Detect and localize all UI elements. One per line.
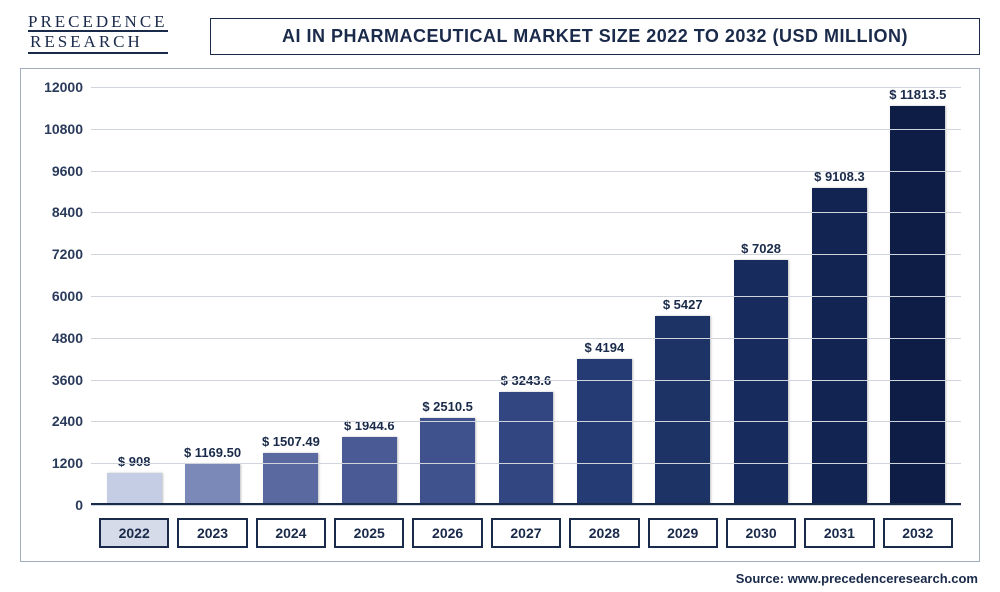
x-tick-label: 2023 <box>177 518 247 548</box>
chart-title: AI IN PHARMACEUTICAL MARKET SIZE 2022 TO… <box>221 26 969 47</box>
bar-value-label: $ 1507.49 <box>262 434 320 449</box>
x-tick-label: 2030 <box>726 518 796 548</box>
x-tick-label: 2027 <box>491 518 561 548</box>
grid-line <box>91 171 961 172</box>
grid-line <box>91 129 961 130</box>
bar-rect <box>812 188 867 505</box>
grid-line <box>91 254 961 255</box>
x-tick-label: 2028 <box>569 518 639 548</box>
x-axis: 2022 2023 2024 2025 2026 2027 2028 2029 2030 2031… <box>91 518 961 548</box>
grid-line <box>91 505 961 506</box>
title-box: AI IN PHARMACEUTICAL MARKET SIZE 2022 TO… <box>210 18 980 55</box>
y-tick-label: 12000 <box>31 79 83 95</box>
bar-value-label: $ 2510.5 <box>422 399 473 414</box>
y-tick-label: 3600 <box>31 372 83 388</box>
bar-rect <box>420 418 475 505</box>
logo: PRECEDENCE RESEARCH <box>28 12 168 54</box>
grid-line <box>91 212 961 213</box>
grid-line <box>91 380 961 381</box>
logo-line1: PRECEDENCE <box>28 12 168 32</box>
grid-line <box>91 87 961 88</box>
bar-rect <box>263 453 318 506</box>
bar-value-label: $ 4194 <box>584 340 624 355</box>
bar-rect <box>185 464 240 505</box>
x-tick-label: 2029 <box>648 518 718 548</box>
y-tick-label: 0 <box>31 497 83 513</box>
y-tick-label: 1200 <box>31 455 83 471</box>
grid-line <box>91 296 961 297</box>
y-tick-label: 6000 <box>31 288 83 304</box>
x-tick-label: 2024 <box>256 518 326 548</box>
y-tick-label: 8400 <box>31 204 83 220</box>
source-label: Source: www.precedenceresearch.com <box>736 571 978 586</box>
bar-rect <box>577 359 632 505</box>
x-tick-label: 2031 <box>804 518 874 548</box>
chart-container: $ 908$ 1169.50$ 1507.49$ 1944.6$ 2510.5$… <box>20 68 980 562</box>
y-tick-label: 9600 <box>31 163 83 179</box>
logo-line2: RESEARCH <box>28 30 168 54</box>
grid-line <box>91 421 961 422</box>
grid-line <box>91 338 961 339</box>
bar-rect <box>890 106 945 505</box>
y-tick-label: 10800 <box>31 121 83 137</box>
bar-rect <box>655 316 710 505</box>
bar-value-label: $ 1169.50 <box>184 445 241 460</box>
y-tick-label: 7200 <box>31 246 83 262</box>
y-tick-label: 4800 <box>31 330 83 346</box>
x-tick-label: 2025 <box>334 518 404 548</box>
bar-rect <box>107 473 162 505</box>
bar-rect <box>499 392 554 505</box>
y-tick-label: 2400 <box>31 413 83 429</box>
grid-line <box>91 463 961 464</box>
bar-value-label: $ 11813.5 <box>889 87 946 102</box>
x-tick-label: 2022 <box>99 518 169 548</box>
x-tick-label: 2026 <box>412 518 482 548</box>
bar-value-label: $ 908 <box>118 454 151 469</box>
plot-area: $ 908$ 1169.50$ 1507.49$ 1944.6$ 2510.5$… <box>91 87 961 505</box>
bar-value-label: $ 5427 <box>663 297 703 312</box>
bar-rect <box>342 437 397 505</box>
x-tick-label: 2032 <box>883 518 953 548</box>
